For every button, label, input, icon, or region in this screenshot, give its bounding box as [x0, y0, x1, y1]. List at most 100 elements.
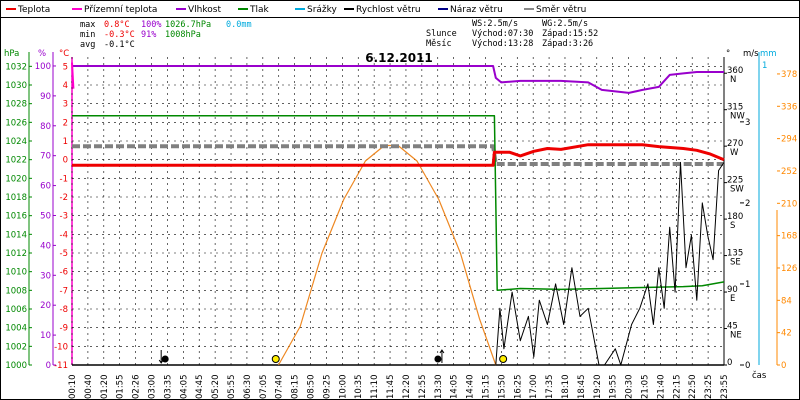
hpa-tick-label: 1006: [5, 305, 27, 315]
x-tick-label: 15:50: [497, 375, 507, 400]
axis-pct-unit: %: [38, 49, 46, 59]
temp-tick-label: -1: [60, 174, 68, 184]
x-tick-label: 09:25: [322, 375, 332, 400]
pct-tick-label: 90: [40, 92, 51, 102]
legend-label: Rychlost větru: [356, 5, 421, 15]
pct-tick-label: 0: [46, 361, 51, 371]
pct-tick-label: 30: [40, 271, 51, 281]
dir-tick-compass: SW: [730, 185, 744, 195]
moon-rise: Východ:13:28: [472, 39, 533, 49]
rad-tick-label: 294: [781, 135, 797, 145]
sun-rise: Východ:07:30: [472, 29, 533, 39]
x-tick-label: 03:00: [148, 375, 158, 400]
x-tick-label: 18:45: [577, 375, 587, 400]
x-tick-label: 05:55: [227, 375, 237, 400]
wind-wg: WG:2.5m/s: [542, 19, 588, 29]
series-layer: [71, 62, 725, 366]
x-tick-label: 14:05: [450, 375, 460, 400]
mm-tick-label: 1: [762, 61, 767, 71]
stat-max-rain: 0.0mm: [226, 20, 252, 30]
axis-mm-unit: mm: [760, 49, 777, 59]
x-tick-label: 20:30: [625, 375, 635, 400]
rad-tick-label: 210: [781, 199, 797, 209]
temp-tick-label: -5: [60, 249, 68, 259]
x-tick-label: 21:40: [656, 375, 666, 400]
x-tick-label: 01:20: [100, 375, 110, 400]
hpa-tick-label: 1026: [5, 118, 27, 128]
legend-label: Náraz větru: [450, 5, 503, 15]
x-tick-label: 04:05: [179, 375, 189, 400]
hpa-tick-label: 1012: [5, 249, 27, 259]
temp-tick-label: -10: [54, 342, 68, 352]
dir-tick-label: 180: [727, 212, 743, 222]
events-layer: [158, 349, 508, 364]
temp-tick-label: -8: [60, 305, 68, 315]
hpa-tick-label: 1010: [5, 268, 27, 278]
stats-block: max 0.8°C 100% 1026.7hPa 0.0mm min -0.3°…: [80, 19, 598, 50]
pct-tick-label: 20: [40, 301, 51, 311]
x-tick-label: 05:20: [211, 375, 221, 400]
stat-min-press: 1008hPa: [165, 30, 201, 40]
series-line: [72, 143, 725, 167]
x-tick-label: 22:50: [688, 375, 698, 400]
pct-tick-label: 10: [40, 331, 51, 341]
sun-label: Slunce: [426, 29, 457, 39]
temp-tick-label: 3: [63, 100, 68, 110]
ms-tick-label: 1: [745, 280, 750, 290]
hpa-tick-label: 1000: [5, 361, 27, 371]
x-tick-label: 00:40: [84, 375, 94, 400]
axis-temp-unit: °C: [59, 49, 69, 59]
series-line: [71, 62, 75, 89]
ms-tick-label: 3: [745, 118, 750, 128]
hpa-tick-label: 1004: [5, 324, 27, 334]
hpa-tick-label: 1016: [5, 212, 27, 222]
hpa-tick-label: 1030: [5, 81, 27, 91]
temp-tick-label: -4: [60, 230, 68, 240]
x-tick-label: 22:15: [672, 375, 682, 400]
series-line: [495, 161, 725, 366]
moon-label: Měsíc: [426, 39, 452, 49]
x-tick-label: 01:55: [116, 375, 126, 400]
stat-max-label: max: [80, 20, 95, 30]
stat-min-hum: 91%: [141, 30, 156, 40]
stat-max-press: 1026.7hPa: [165, 20, 211, 30]
legend: Teplota Přízemní teplota Vlhkost Tlak Srážky…: [6, 5, 586, 15]
pct-tick-label: 40: [40, 241, 51, 251]
x-tick-label: 07:40: [275, 375, 285, 400]
chart-title: 6.12.2011: [365, 51, 433, 65]
sunset-marker: [499, 355, 508, 363]
rad-tick-label: 336: [781, 102, 797, 112]
x-tick-label: 07:05: [259, 375, 269, 400]
x-tick-label: 06:30: [243, 375, 253, 400]
x-tick-label: 17:35: [545, 375, 555, 400]
hpa-tick-label: 1024: [5, 137, 27, 147]
rad-tick-label: 0: [781, 361, 786, 371]
rad-tick-label: 126: [781, 264, 797, 274]
x-tick-label: 19:20: [593, 375, 603, 400]
dir-tick-compass: NW: [730, 112, 745, 122]
temp-tick-label: 5: [63, 62, 68, 72]
x-tick-label: 13:30: [434, 375, 444, 400]
rad-tick-label: 168: [781, 232, 797, 242]
hpa-tick-label: 1028: [5, 100, 27, 110]
stat-avg-temp: -0.1°C: [104, 40, 135, 50]
x-tick-label: 02:26: [132, 375, 142, 400]
dir-tick-label: 0: [727, 358, 732, 368]
dir-tick-label: 45: [727, 322, 738, 332]
x-tick-label: 04:45: [195, 375, 205, 400]
moonrise-marker: [434, 355, 442, 363]
rad-tick-label: 252: [781, 167, 797, 177]
dir-tick-compass: E: [730, 294, 735, 304]
x-tick-label: 23:55: [720, 375, 730, 400]
hpa-tick-label: 1018: [5, 193, 27, 203]
series-line: [72, 115, 725, 292]
stat-max-hum: 100%: [141, 20, 161, 30]
x-tick-label: 12:20: [402, 375, 412, 400]
temp-tick-label: -7: [60, 286, 68, 296]
pct-tick-label: 60: [40, 182, 51, 192]
axis-hpa-unit: hPa: [4, 49, 19, 59]
sunrise-marker: [271, 355, 280, 363]
temp-tick-label: 4: [63, 81, 68, 91]
dir-tick-label: 270: [727, 139, 743, 149]
